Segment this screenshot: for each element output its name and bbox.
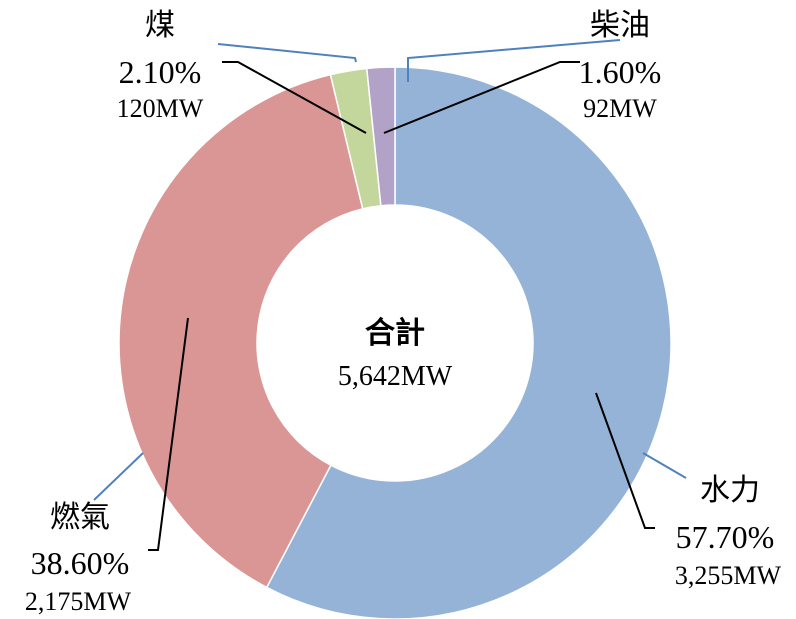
slice-label-coal-name: 煤 — [145, 8, 175, 43]
leader-diesel-blue — [407, 39, 621, 82]
leader-diesel-black — [383, 61, 580, 134]
leader-hydro-blue — [642, 452, 687, 479]
slice-diesel — [365, 66, 396, 207]
leader-coal-black — [222, 61, 367, 134]
slice-label-gas-percent: 38.60% — [31, 545, 130, 581]
slice-label-gas-mw: 2,175MW — [25, 587, 132, 616]
leader-gas-blue — [93, 452, 144, 501]
slice-label-hydro-percent: 57.70% — [676, 519, 775, 555]
leader-lines — [93, 39, 687, 551]
slice-label-coal-percent: 2.10% — [119, 54, 202, 90]
leader-gas-black — [148, 317, 189, 551]
center-value: 5,642MW — [338, 361, 453, 392]
slice-label-gas-name: 燃氣 — [50, 500, 110, 535]
leader-hydro-black — [595, 392, 655, 529]
slice-hydro — [265, 66, 672, 619]
slice-label-hydro-mw: 3,255MW — [675, 561, 782, 590]
donut-slices — [118, 66, 672, 619]
slice-label-diesel-name: 柴油 — [590, 8, 650, 43]
slice-label-diesel-mw: 92MW — [583, 94, 657, 123]
slice-label-coal-mw: 120MW — [117, 94, 204, 123]
slice-gas — [118, 73, 364, 589]
leader-coal-blue — [217, 43, 357, 63]
center-label: 合計 — [365, 316, 425, 351]
slice-label-hydro-name: 水力 — [700, 473, 760, 508]
slice-label-diesel-percent: 1.60% — [579, 54, 662, 90]
